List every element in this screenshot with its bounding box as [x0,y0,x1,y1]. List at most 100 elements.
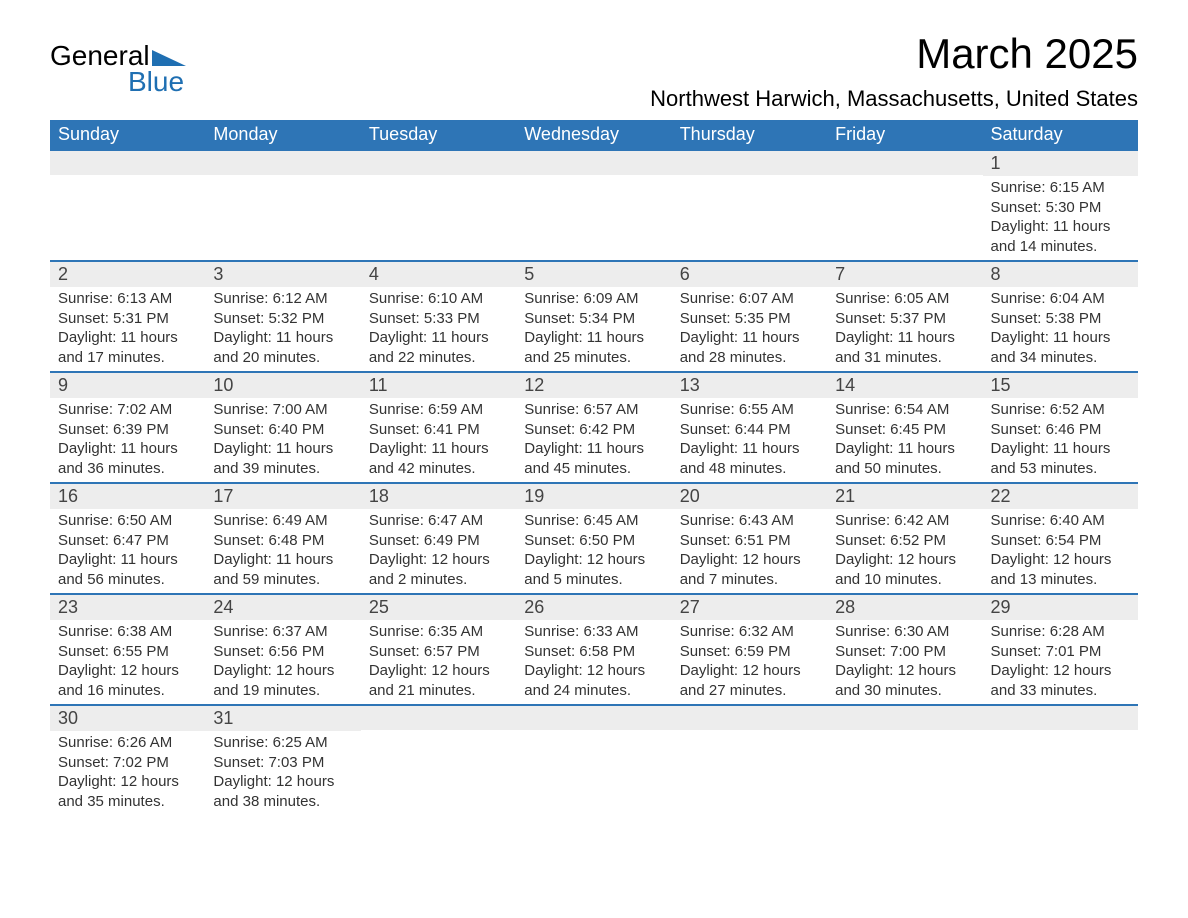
calendar-week-row: 30Sunrise: 6:26 AMSunset: 7:02 PMDayligh… [50,705,1138,815]
day-number: 3 [205,262,360,287]
sunrise-text: Sunrise: 6:15 AM [991,178,1130,198]
day-number: 17 [205,484,360,509]
day-content: Sunrise: 6:45 AMSunset: 6:50 PMDaylight:… [516,509,671,593]
daylight-text: Daylight: 12 hours and 35 minutes. [58,772,197,811]
daylight-text: Daylight: 11 hours and 34 minutes. [991,328,1130,367]
sunset-text: Sunset: 6:39 PM [58,420,197,440]
calendar-day-cell [983,705,1138,815]
calendar-day-cell: 30Sunrise: 6:26 AMSunset: 7:02 PMDayligh… [50,705,205,815]
sunset-text: Sunset: 6:57 PM [369,642,508,662]
day-number: 31 [205,706,360,731]
calendar-day-cell: 11Sunrise: 6:59 AMSunset: 6:41 PMDayligh… [361,372,516,483]
sunset-text: Sunset: 6:41 PM [369,420,508,440]
sunset-text: Sunset: 6:59 PM [680,642,819,662]
day-content: Sunrise: 6:40 AMSunset: 6:54 PMDaylight:… [983,509,1138,593]
sunset-text: Sunset: 6:55 PM [58,642,197,662]
calendar-day-cell: 13Sunrise: 6:55 AMSunset: 6:44 PMDayligh… [672,372,827,483]
sunset-text: Sunset: 6:44 PM [680,420,819,440]
calendar-day-cell: 20Sunrise: 6:43 AMSunset: 6:51 PMDayligh… [672,483,827,594]
day-content: Sunrise: 6:12 AMSunset: 5:32 PMDaylight:… [205,287,360,371]
sunset-text: Sunset: 6:56 PM [213,642,352,662]
calendar-day-cell: 21Sunrise: 6:42 AMSunset: 6:52 PMDayligh… [827,483,982,594]
sunrise-text: Sunrise: 6:55 AM [680,400,819,420]
day-content: Sunrise: 6:57 AMSunset: 6:42 PMDaylight:… [516,398,671,482]
sunset-text: Sunset: 6:40 PM [213,420,352,440]
logo-mark-icon [152,46,186,66]
calendar-day-cell: 26Sunrise: 6:33 AMSunset: 6:58 PMDayligh… [516,594,671,705]
calendar-day-cell [516,150,671,261]
day-number: 8 [983,262,1138,287]
calendar-day-cell: 17Sunrise: 6:49 AMSunset: 6:48 PMDayligh… [205,483,360,594]
sunset-text: Sunset: 5:38 PM [991,309,1130,329]
sunrise-text: Sunrise: 6:13 AM [58,289,197,309]
month-title: March 2025 [650,30,1138,78]
sunrise-text: Sunrise: 6:37 AM [213,622,352,642]
day-header: Saturday [983,120,1138,150]
day-number [361,706,516,730]
daylight-text: Daylight: 12 hours and 21 minutes. [369,661,508,700]
sunrise-text: Sunrise: 6:40 AM [991,511,1130,531]
day-number: 6 [672,262,827,287]
sunset-text: Sunset: 7:03 PM [213,753,352,773]
day-number: 28 [827,595,982,620]
day-number: 12 [516,373,671,398]
day-content [672,730,827,806]
daylight-text: Daylight: 11 hours and 28 minutes. [680,328,819,367]
day-content: Sunrise: 6:15 AMSunset: 5:30 PMDaylight:… [983,176,1138,260]
calendar-day-cell: 4Sunrise: 6:10 AMSunset: 5:33 PMDaylight… [361,261,516,372]
day-number: 5 [516,262,671,287]
day-content: Sunrise: 6:37 AMSunset: 6:56 PMDaylight:… [205,620,360,704]
day-content: Sunrise: 6:47 AMSunset: 6:49 PMDaylight:… [361,509,516,593]
day-content [827,175,982,251]
calendar-header-row: Sunday Monday Tuesday Wednesday Thursday… [50,120,1138,150]
day-content: Sunrise: 6:55 AMSunset: 6:44 PMDaylight:… [672,398,827,482]
day-content: Sunrise: 6:42 AMSunset: 6:52 PMDaylight:… [827,509,982,593]
daylight-text: Daylight: 11 hours and 25 minutes. [524,328,663,367]
daylight-text: Daylight: 11 hours and 20 minutes. [213,328,352,367]
calendar-day-cell: 27Sunrise: 6:32 AMSunset: 6:59 PMDayligh… [672,594,827,705]
day-number: 27 [672,595,827,620]
day-number [50,151,205,175]
daylight-text: Daylight: 12 hours and 10 minutes. [835,550,974,589]
daylight-text: Daylight: 12 hours and 30 minutes. [835,661,974,700]
day-content [672,175,827,251]
day-number: 30 [50,706,205,731]
day-content: Sunrise: 6:50 AMSunset: 6:47 PMDaylight:… [50,509,205,593]
calendar-day-cell: 10Sunrise: 7:00 AMSunset: 6:40 PMDayligh… [205,372,360,483]
sunrise-text: Sunrise: 6:09 AM [524,289,663,309]
calendar-day-cell: 16Sunrise: 6:50 AMSunset: 6:47 PMDayligh… [50,483,205,594]
daylight-text: Daylight: 11 hours and 56 minutes. [58,550,197,589]
location-text: Northwest Harwich, Massachusetts, United… [650,86,1138,112]
day-header: Sunday [50,120,205,150]
daylight-text: Daylight: 12 hours and 7 minutes. [680,550,819,589]
day-number: 25 [361,595,516,620]
day-content [205,175,360,251]
day-number [516,706,671,730]
calendar-day-cell: 31Sunrise: 6:25 AMSunset: 7:03 PMDayligh… [205,705,360,815]
calendar-day-cell: 22Sunrise: 6:40 AMSunset: 6:54 PMDayligh… [983,483,1138,594]
sunrise-text: Sunrise: 6:59 AM [369,400,508,420]
daylight-text: Daylight: 12 hours and 33 minutes. [991,661,1130,700]
day-header: Tuesday [361,120,516,150]
day-content [361,730,516,806]
calendar-week-row: 1Sunrise: 6:15 AMSunset: 5:30 PMDaylight… [50,150,1138,261]
day-number [672,151,827,175]
day-content: Sunrise: 6:30 AMSunset: 7:00 PMDaylight:… [827,620,982,704]
day-header: Wednesday [516,120,671,150]
sunrise-text: Sunrise: 7:02 AM [58,400,197,420]
daylight-text: Daylight: 11 hours and 42 minutes. [369,439,508,478]
day-number: 13 [672,373,827,398]
sunrise-text: Sunrise: 6:28 AM [991,622,1130,642]
day-content: Sunrise: 6:54 AMSunset: 6:45 PMDaylight:… [827,398,982,482]
sunrise-text: Sunrise: 6:12 AM [213,289,352,309]
calendar-day-cell: 15Sunrise: 6:52 AMSunset: 6:46 PMDayligh… [983,372,1138,483]
sunset-text: Sunset: 5:30 PM [991,198,1130,218]
sunset-text: Sunset: 6:47 PM [58,531,197,551]
day-number [361,151,516,175]
sunrise-text: Sunrise: 6:52 AM [991,400,1130,420]
daylight-text: Daylight: 12 hours and 16 minutes. [58,661,197,700]
sunrise-text: Sunrise: 6:43 AM [680,511,819,531]
calendar-week-row: 23Sunrise: 6:38 AMSunset: 6:55 PMDayligh… [50,594,1138,705]
sunrise-text: Sunrise: 7:00 AM [213,400,352,420]
sunset-text: Sunset: 5:34 PM [524,309,663,329]
